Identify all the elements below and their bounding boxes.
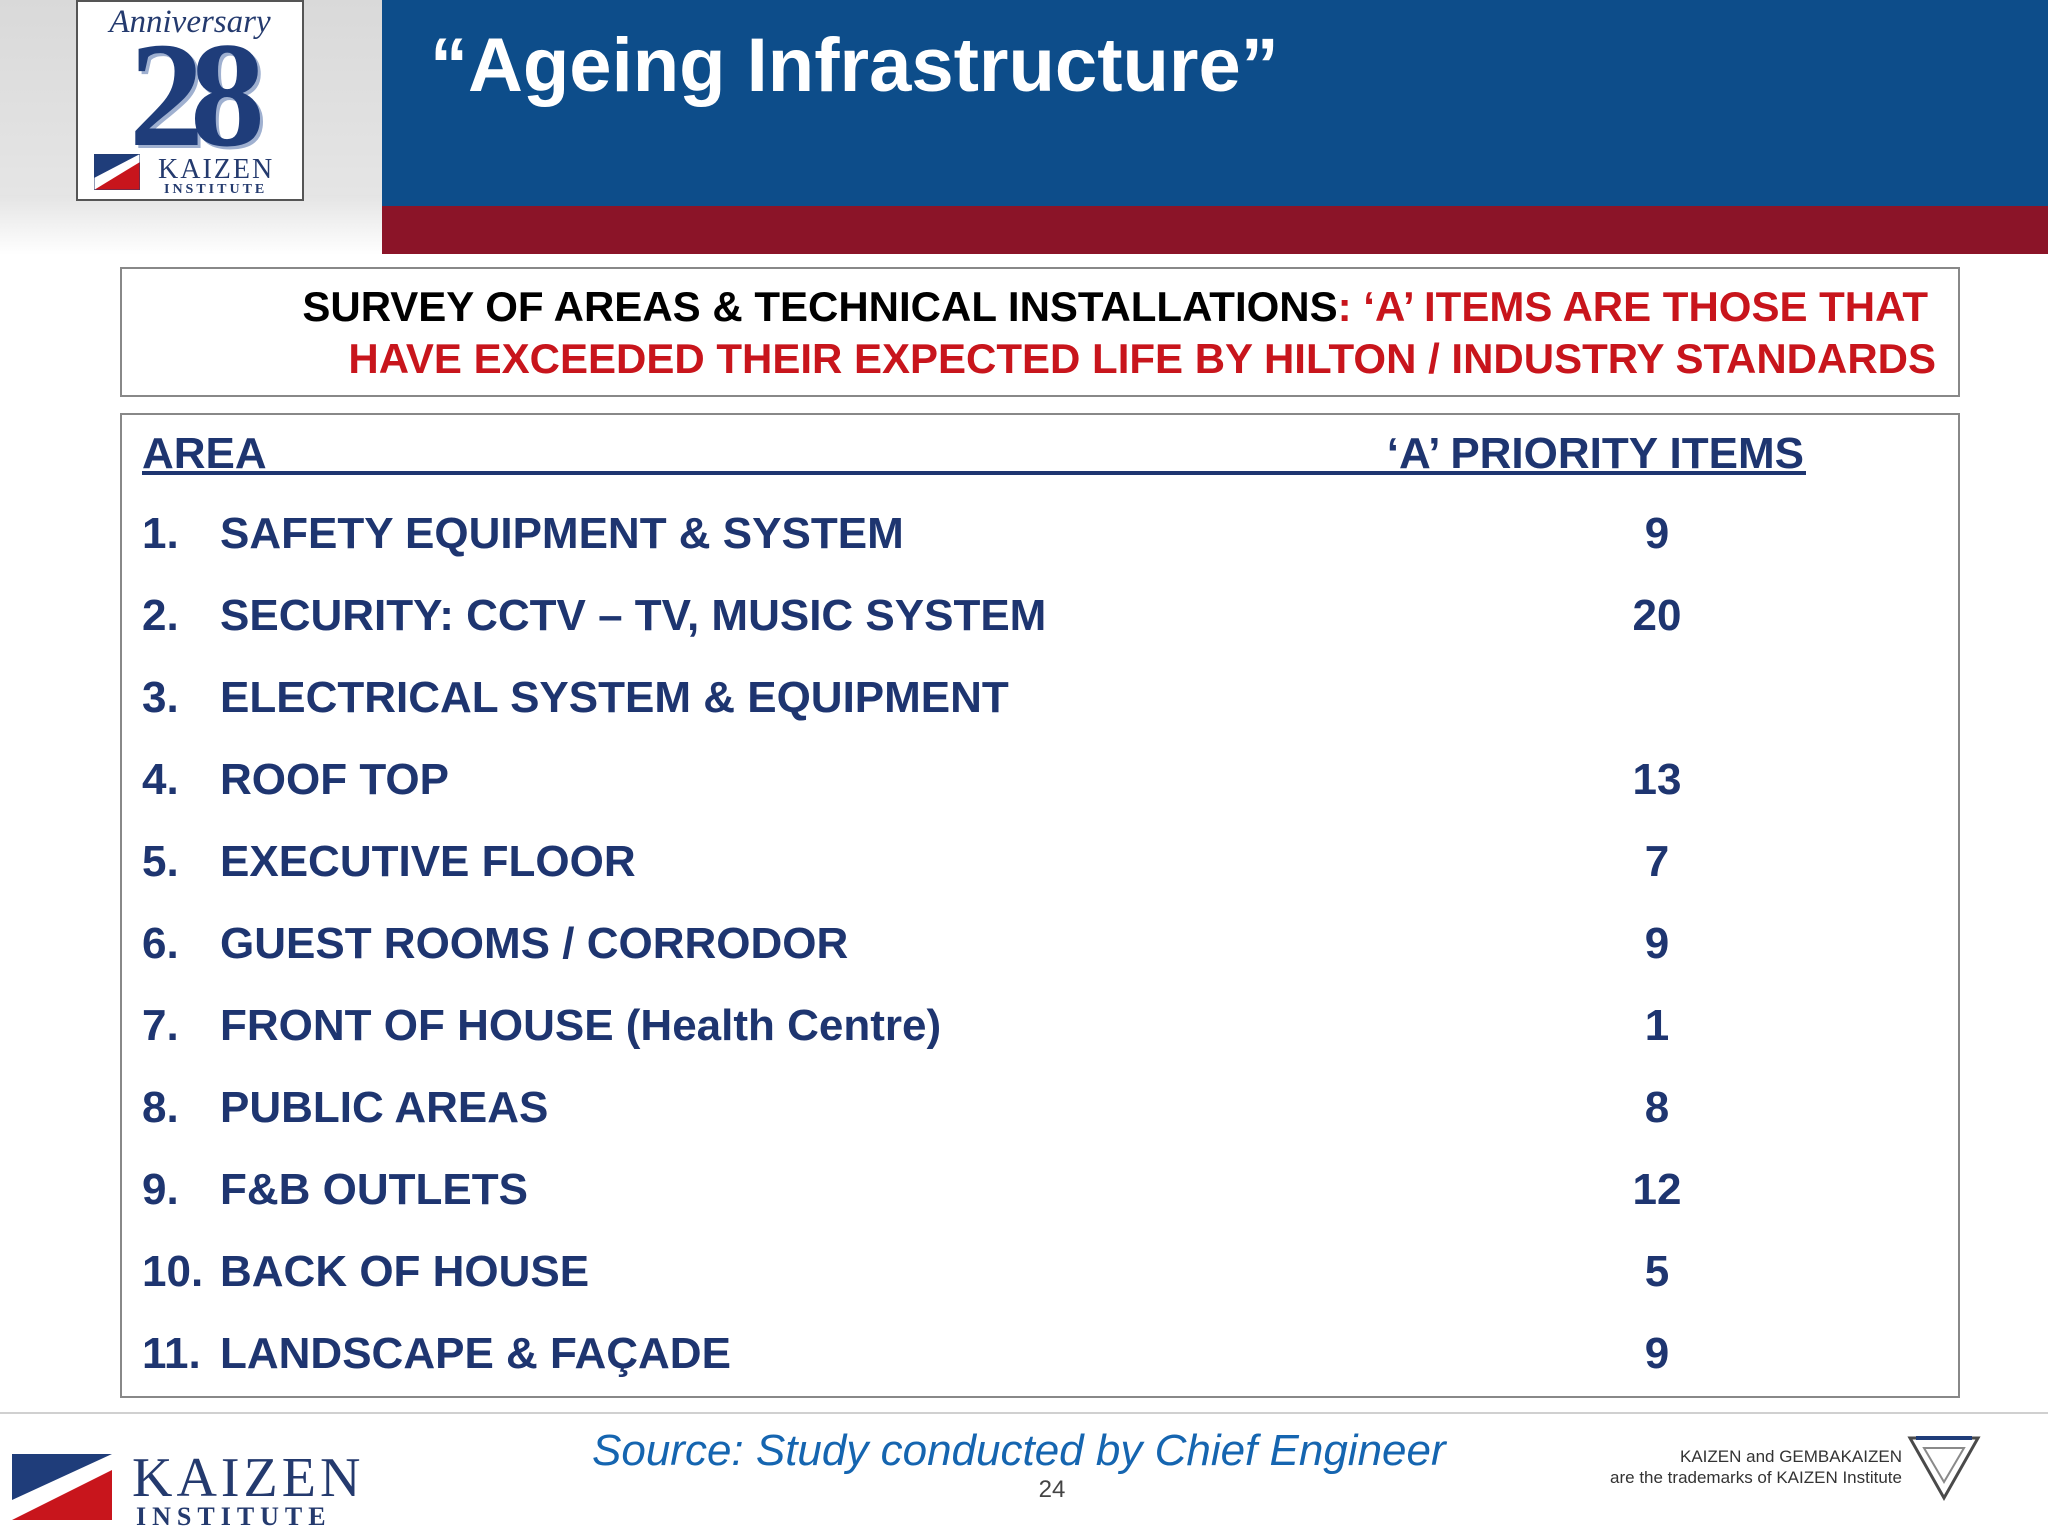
table-row: 4. ROOF TOP 13 — [142, 755, 1942, 825]
row-label: SAFETY EQUIPMENT & SYSTEM — [220, 509, 904, 558]
table-row: 10. BACK OF HOUSE 5 — [142, 1247, 1942, 1317]
row-count: 5 — [1644, 1247, 1670, 1296]
row-label: ROOF TOP — [220, 755, 449, 804]
survey-highlight-1: : ‘A’ ITEMS ARE THOSE THAT — [1337, 283, 1928, 330]
anniversary-brand-sub: INSTITUTE — [164, 182, 268, 197]
row-label: EXECUTIVE FLOOR — [220, 837, 636, 886]
row-count: 9 — [1644, 919, 1670, 968]
row-number: 2. — [142, 591, 179, 640]
accent-bar — [382, 206, 2048, 254]
table-row: 1. SAFETY EQUIPMENT & SYSTEM 9 — [142, 509, 1942, 579]
footer-brand-sub: INSTITUTE — [136, 1502, 332, 1531]
anniversary-brand: KAIZEN — [158, 154, 275, 185]
trademark-line-1: KAIZEN and GEMBAKAIZEN — [1679, 1447, 1902, 1466]
row-label: SECURITY: CCTV – TV, MUSIC SYSTEM — [220, 591, 1047, 640]
row-number: 11. — [142, 1329, 201, 1378]
column-header-priority: ‘A’ PRIORITY ITEMS — [1386, 429, 1804, 478]
row-number: 7. — [142, 1001, 179, 1050]
row-number: 6. — [142, 919, 179, 968]
survey-line-1: SURVEY OF AREAS & TECHNICAL INSTALLATION… — [302, 283, 1928, 331]
gembakaizen-triangle-icon — [1907, 1436, 1981, 1502]
kaizen-flag-icon — [94, 154, 140, 190]
kaizen-footer-logo: KAIZEN INSTITUTE — [12, 1447, 382, 1531]
row-number: 4. — [142, 755, 179, 804]
page-title: “Ageing Infrastructure” — [430, 23, 1279, 108]
row-number: 9. — [142, 1165, 179, 1214]
row-count: 9 — [1644, 509, 1670, 558]
row-count: 7 — [1644, 837, 1670, 886]
row-number: 10. — [142, 1247, 204, 1296]
table-row: 3. ELECTRICAL SYSTEM & EQUIPMENT — [142, 673, 1942, 743]
title-bar — [382, 0, 2048, 206]
row-number: 8. — [142, 1083, 179, 1132]
header-underline — [142, 471, 1806, 475]
table-row: 9. F&B OUTLETS 12 — [142, 1165, 1942, 1235]
trademark-line-2: are the trademarks of KAIZEN Institute — [1610, 1468, 1902, 1487]
row-label: ELECTRICAL SYSTEM & EQUIPMENT — [220, 673, 1009, 722]
row-label: LANDSCAPE & FAÇADE — [220, 1329, 731, 1378]
logo-panel: Anniversary 28 KAIZEN INSTITUTE — [0, 0, 382, 255]
row-label: PUBLIC AREAS — [220, 1083, 549, 1132]
row-label: GUEST ROOMS / CORRODOR — [220, 919, 849, 968]
row-number: 1. — [142, 509, 179, 558]
row-count: 20 — [1632, 591, 1682, 640]
table-row: 8. PUBLIC AREAS 8 — [142, 1083, 1942, 1153]
row-number: 3. — [142, 673, 179, 722]
survey-highlight-2: HAVE EXCEEDED THEIR EXPECTED LIFE BY HIL… — [348, 335, 1936, 382]
row-count: 8 — [1644, 1083, 1670, 1132]
survey-box: SURVEY OF AREAS & TECHNICAL INSTALLATION… — [120, 267, 1960, 397]
column-header-area: AREA — [142, 429, 267, 478]
footer-divider — [0, 1412, 2048, 1414]
row-count: 9 — [1644, 1329, 1670, 1378]
table-row: 11. LANDSCAPE & FAÇADE 9 — [142, 1329, 1942, 1399]
row-label: FRONT OF HOUSE (Health Centre) — [220, 1001, 942, 1050]
row-label: BACK OF HOUSE — [220, 1247, 590, 1296]
table-row: 5. EXECUTIVE FLOOR 7 — [142, 837, 1942, 907]
logo-panel-fade — [0, 195, 382, 255]
anniversary-text: Anniversary — [109, 4, 271, 40]
table-row: 2. SECURITY: CCTV – TV, MUSIC SYSTEM 20 — [142, 591, 1942, 661]
anniversary-logo: Anniversary 28 KAIZEN INSTITUTE — [76, 0, 304, 201]
priority-table: AREA ‘A’ PRIORITY ITEMS 1. SAFETY EQUIPM… — [120, 413, 1960, 1398]
kaizen-flag-icon — [12, 1454, 112, 1520]
trademark-note: KAIZEN and GEMBAKAIZEN are the trademark… — [1610, 1446, 1902, 1488]
row-label: F&B OUTLETS — [220, 1165, 528, 1214]
row-number: 5. — [142, 837, 179, 886]
anniversary-number: 28 — [129, 12, 265, 178]
table-row: 7. FRONT OF HOUSE (Health Centre) 1 — [142, 1001, 1942, 1071]
row-count: 12 — [1632, 1165, 1682, 1214]
page-number: 24 — [1038, 1476, 1066, 1503]
row-count: 1 — [1644, 1001, 1670, 1050]
survey-lead: SURVEY OF AREAS & TECHNICAL INSTALLATION… — [302, 283, 1338, 330]
source-note: Source: Study conducted by Chief Enginee… — [592, 1426, 1446, 1475]
footer-brand: KAIZEN — [132, 1447, 365, 1509]
table-row: 6. GUEST ROOMS / CORRODOR 9 — [142, 919, 1942, 989]
row-count: 13 — [1632, 755, 1682, 804]
